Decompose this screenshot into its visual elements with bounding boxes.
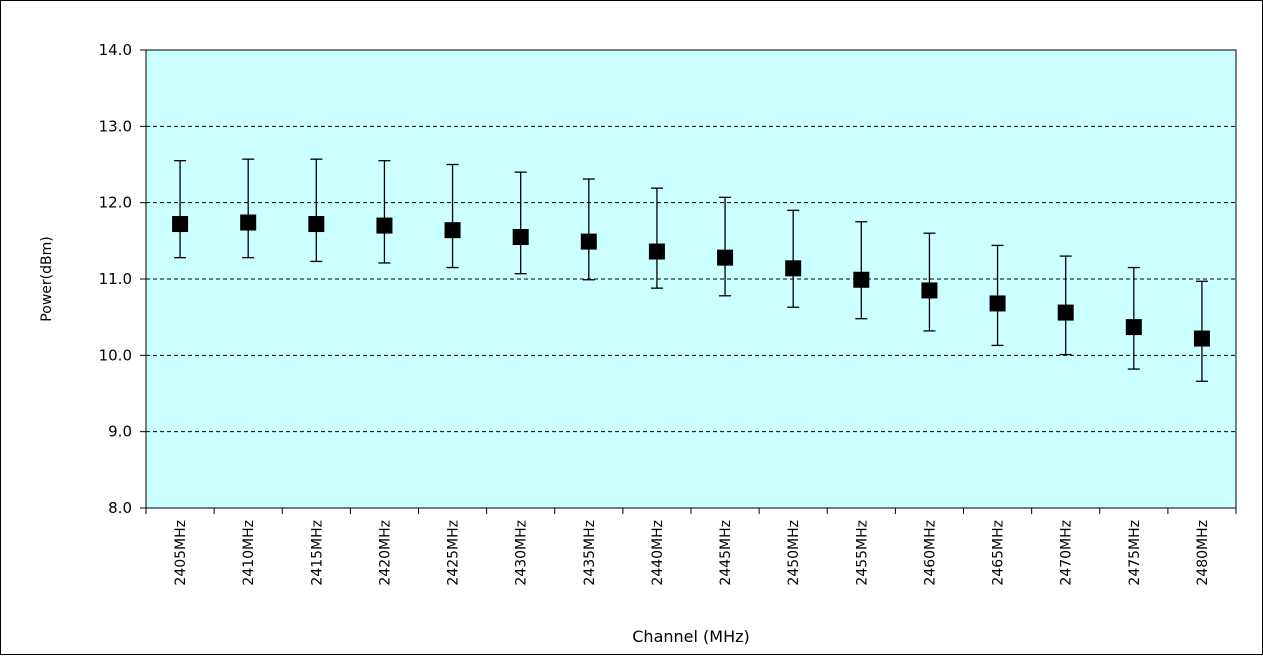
x-tick-label: 2410MHz bbox=[241, 520, 257, 586]
data-point-marker bbox=[853, 271, 870, 288]
y-axis-label: Power(dBm) bbox=[39, 236, 55, 321]
x-tick-label: 2435MHz bbox=[582, 520, 598, 586]
x-tick-label: 2455MHz bbox=[854, 520, 870, 586]
error-bar bbox=[923, 232, 936, 332]
data-point-marker bbox=[785, 260, 802, 277]
data-point-marker bbox=[240, 214, 257, 231]
x-tick-label: 2445MHz bbox=[718, 520, 734, 586]
data-point-marker bbox=[717, 249, 734, 266]
error-bar bbox=[1127, 266, 1140, 370]
error-bar bbox=[174, 160, 187, 259]
x-tick-label: 2450MHz bbox=[786, 520, 802, 586]
x-tick-label: 2425MHz bbox=[446, 520, 462, 586]
error-bar bbox=[719, 196, 732, 297]
plot-area bbox=[145, 49, 1237, 509]
data-point-marker bbox=[1057, 304, 1074, 321]
x-tick-label: 2405MHz bbox=[173, 520, 189, 586]
data-point-marker bbox=[172, 216, 189, 233]
axes bbox=[140, 49, 1237, 514]
error-bar bbox=[446, 163, 459, 269]
data-markers bbox=[172, 214, 1210, 347]
y-tick-label: 11.0 bbox=[99, 270, 132, 288]
y-tick-label: 12.0 bbox=[99, 194, 132, 212]
data-point-marker bbox=[1125, 319, 1142, 336]
x-tick-label: 2480MHz bbox=[1195, 520, 1211, 586]
x-tick-label: 2470MHz bbox=[1059, 520, 1075, 586]
data-point-marker bbox=[989, 295, 1006, 312]
y-tick-labels: 8.0 9.0 10.0 11.0 12.0 13.0 14.0 bbox=[99, 41, 132, 517]
error-bar bbox=[991, 244, 1004, 347]
data-point-marker bbox=[648, 243, 665, 260]
data-point-marker bbox=[921, 282, 938, 299]
y-tick-label: 14.0 bbox=[99, 41, 132, 59]
y-tick-label: 10.0 bbox=[99, 346, 132, 364]
data-point-marker bbox=[1193, 330, 1210, 347]
x-tick-label: 2420MHz bbox=[377, 520, 393, 586]
data-point-marker bbox=[444, 222, 461, 239]
data-point-marker bbox=[376, 217, 393, 234]
y-tick-label: 9.0 bbox=[108, 423, 132, 441]
error-bar bbox=[378, 160, 391, 264]
x-tick-label: 2415MHz bbox=[309, 520, 325, 586]
x-tick-labels: 2405MHz 2410MHz 2415MHz 2420MHz 2425MHz 2430M… bbox=[173, 520, 1211, 586]
x-axis-label: Channel (MHz) bbox=[632, 627, 750, 646]
data-point-marker bbox=[580, 233, 597, 250]
x-tick-label: 2430MHz bbox=[514, 520, 530, 586]
x-tick-label: 2460MHz bbox=[922, 520, 938, 586]
error-bar bbox=[582, 178, 595, 281]
error-bar bbox=[787, 209, 800, 308]
x-tick-label: 2465MHz bbox=[991, 520, 1007, 586]
x-tick-label: 2475MHz bbox=[1127, 520, 1143, 586]
error-bars bbox=[174, 158, 1208, 382]
x-tick-label: 2440MHz bbox=[650, 520, 666, 586]
error-bar bbox=[514, 171, 527, 275]
data-point-marker bbox=[512, 229, 529, 246]
data-point-marker bbox=[308, 216, 325, 233]
error-bar bbox=[650, 187, 663, 289]
y-tick-label: 13.0 bbox=[99, 117, 132, 135]
error-bar bbox=[310, 158, 323, 263]
y-tick-label: 8.0 bbox=[108, 499, 132, 517]
error-bar bbox=[242, 158, 255, 259]
error-bar bbox=[855, 221, 868, 320]
